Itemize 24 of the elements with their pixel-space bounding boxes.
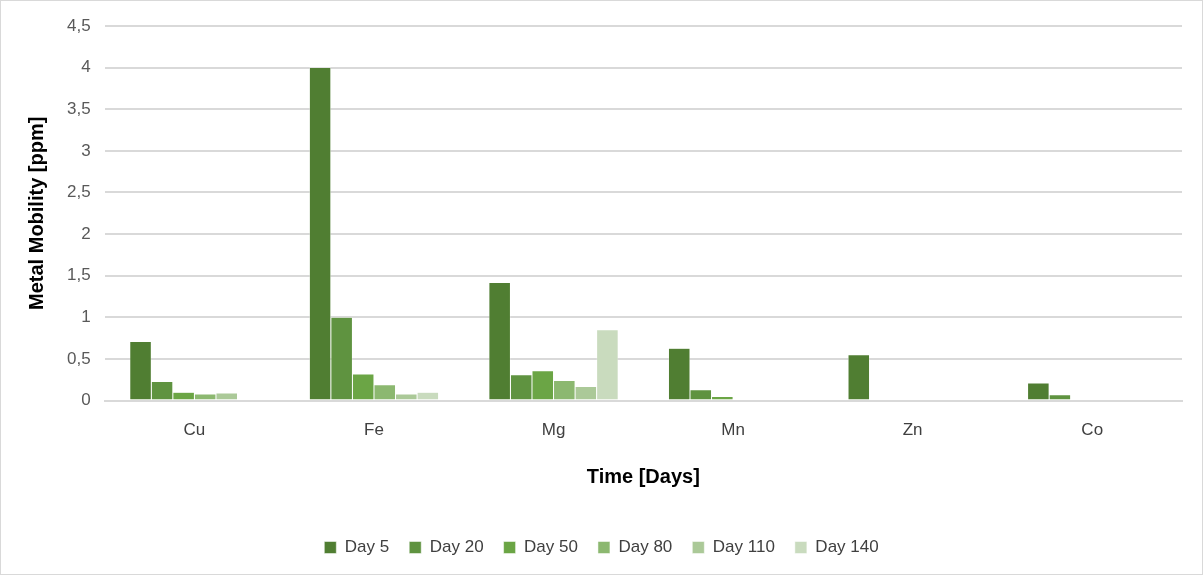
x-tick-label: Cu [183,420,206,440]
y-tick-label: 1,5 [66,265,91,285]
x-tick-label: Zn [902,420,923,440]
legend-label: Day 5 [344,537,390,557]
legend-label: Day 110 [712,537,775,557]
y-axis-title: Metal Mobility [ppm] [24,116,47,310]
y-tick-label: 4 [81,57,91,77]
y-tick-label: 2 [81,223,91,243]
y-tick-label: 3,5 [66,98,91,118]
x-tick-label: Mg [541,420,566,440]
legend-label: Day 20 [429,537,484,557]
y-tick-label: 0 [81,390,91,410]
legend-label: Day 50 [524,537,578,557]
x-tick-label: Mn [721,420,745,440]
y-tick-label: 0,5 [66,348,91,368]
y-tick-label: 4,5 [66,15,91,35]
y-tick-label: 1 [81,307,91,327]
y-tick-label: 3 [81,140,91,160]
legend-label: Day 140 [815,537,879,557]
y-tick-label: 2,5 [66,182,91,202]
legend-label: Day 80 [618,537,673,557]
x-axis-title: Time [Days] [586,464,700,487]
x-tick-label: Co [1081,420,1104,440]
x-tick-label: Fe [364,420,384,440]
